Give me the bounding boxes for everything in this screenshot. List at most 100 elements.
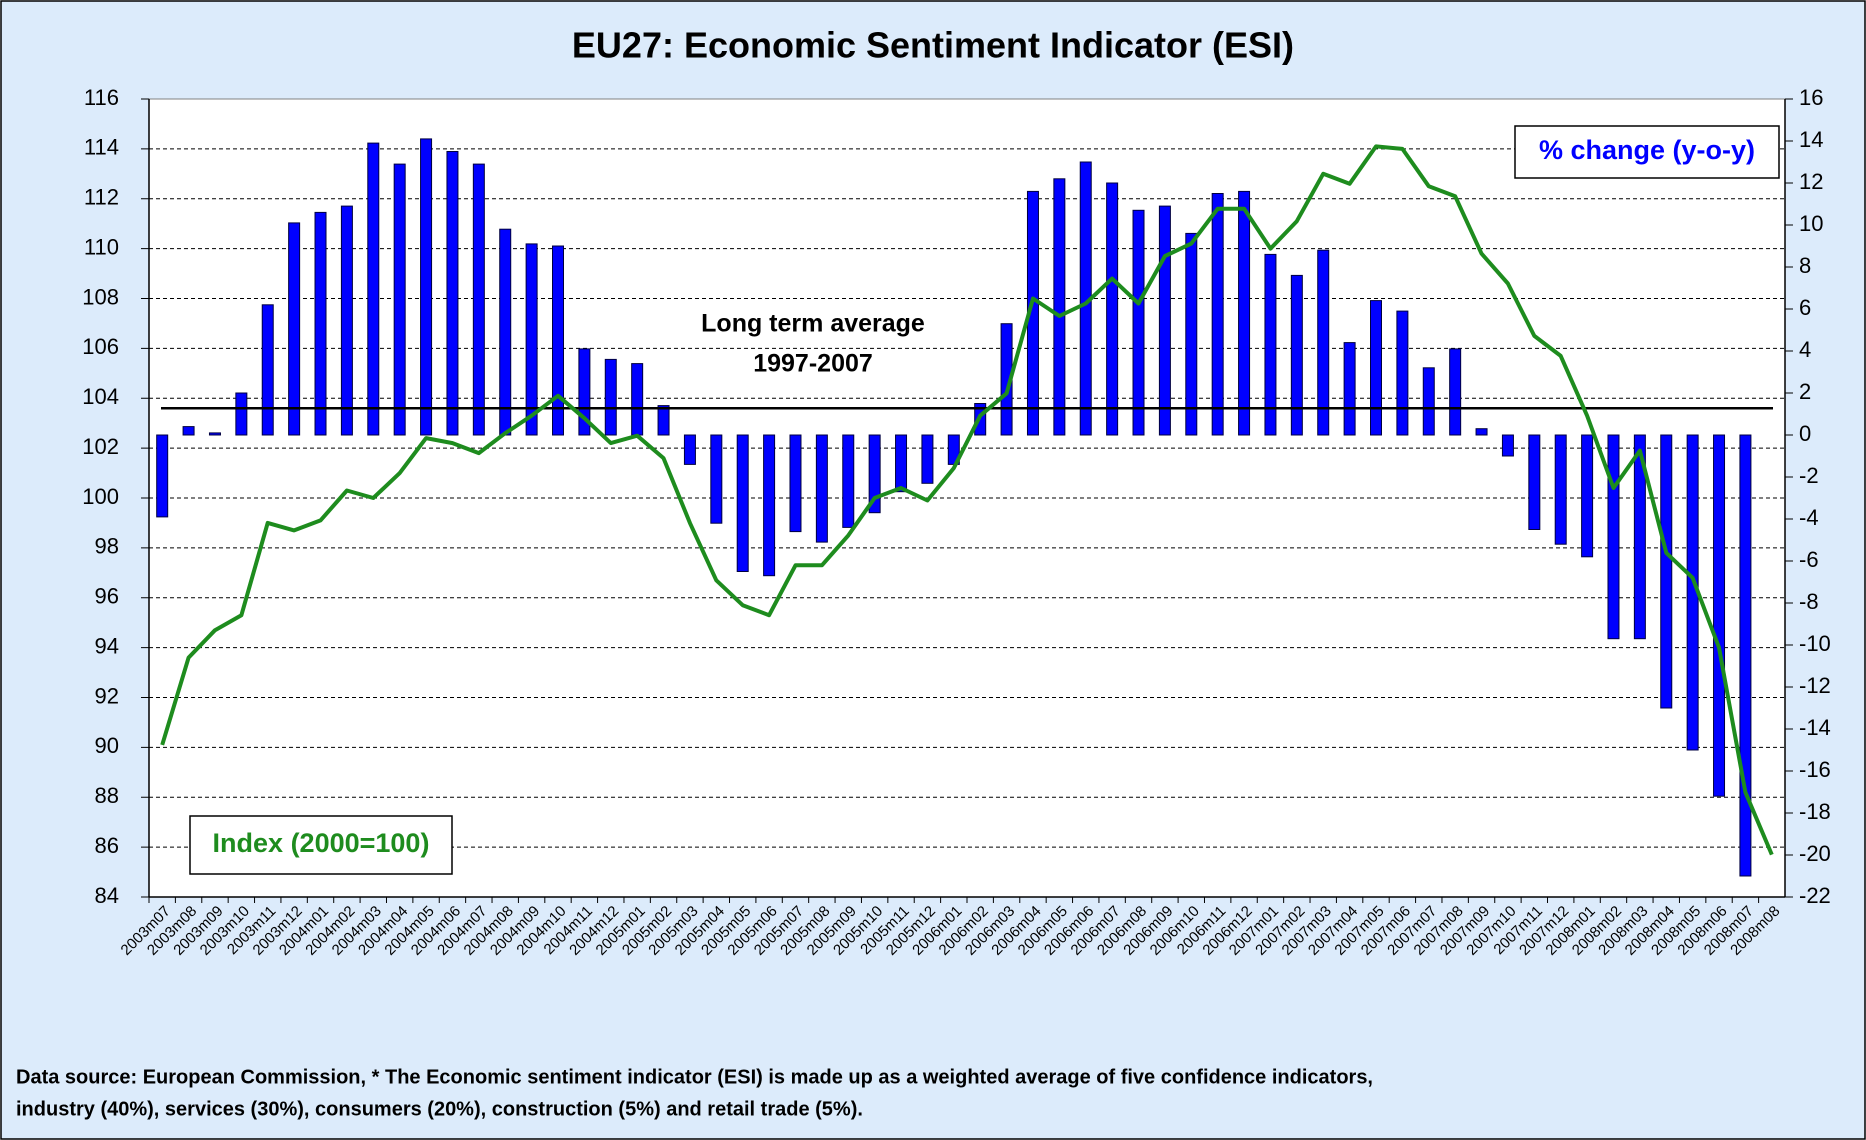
chart-title: EU27: Economic Sentiment Indicator (ESI) <box>572 25 1294 66</box>
y-tick-label: 88 <box>95 783 119 808</box>
bar <box>1185 232 1198 436</box>
bar <box>578 348 591 436</box>
bar <box>736 434 749 572</box>
bar <box>1528 434 1541 530</box>
y2-tick-label: -4 <box>1799 505 1819 530</box>
bar <box>446 151 459 436</box>
y2-tick-label: 0 <box>1799 421 1811 446</box>
y-tick-label: 86 <box>95 833 119 858</box>
y2-tick-label: 14 <box>1799 127 1823 152</box>
bar <box>1343 342 1356 436</box>
legend-box <box>189 815 453 875</box>
legend-label: Index (2000=100) <box>213 828 430 858</box>
y2-tick-label: -18 <box>1799 799 1831 824</box>
y2-tick-label: -20 <box>1799 841 1831 866</box>
y-tick-label: 104 <box>82 384 119 409</box>
y2-tick-label: 6 <box>1799 295 1811 320</box>
bar <box>1290 274 1303 436</box>
bar <box>1158 205 1171 436</box>
bar <box>1607 434 1620 640</box>
bar <box>420 138 433 436</box>
bar <box>525 243 538 436</box>
bar <box>631 363 644 436</box>
bar <box>472 163 485 436</box>
bar <box>393 163 406 436</box>
bar <box>1581 434 1594 558</box>
y2-tick-label: -12 <box>1799 673 1831 698</box>
bar <box>1396 310 1409 436</box>
bar <box>1633 434 1646 640</box>
bar <box>1132 209 1145 436</box>
bar <box>1106 182 1119 436</box>
y-tick-label: 116 <box>84 85 119 110</box>
bar <box>815 434 828 543</box>
bar <box>367 142 380 436</box>
bar <box>1370 300 1382 436</box>
bar <box>1501 434 1514 457</box>
y2-tick-label: -16 <box>1799 757 1831 782</box>
y-tick-label: 110 <box>84 234 119 259</box>
bar <box>1264 253 1277 436</box>
bar <box>235 392 248 436</box>
line <box>160 144 1774 856</box>
bar <box>288 222 301 436</box>
reference-label: 1997-2007 <box>753 350 873 378</box>
bar <box>552 245 564 436</box>
bar <box>1053 178 1066 436</box>
y-tick-label: 100 <box>82 484 119 509</box>
reference-label: Long term average <box>701 310 925 338</box>
bar <box>1317 249 1330 436</box>
y-tick-label: 114 <box>84 135 119 160</box>
legend-box <box>1514 125 1780 179</box>
bar <box>683 434 696 465</box>
footnote: industry (40%), services (30%), consumer… <box>16 1098 863 1120</box>
y2-tick-label: 8 <box>1799 253 1811 278</box>
bar <box>261 304 274 436</box>
y-tick-label: 94 <box>95 633 119 658</box>
y-tick-label: 106 <box>82 334 119 359</box>
bar <box>763 434 776 577</box>
bar <box>895 434 908 493</box>
bar <box>182 426 195 436</box>
y2-tick-label: 10 <box>1799 211 1823 236</box>
y2-tick-label: -6 <box>1799 547 1819 572</box>
bar <box>1238 190 1251 436</box>
bar <box>1475 428 1488 436</box>
bar <box>340 205 353 436</box>
y2-tick-label: -14 <box>1799 715 1831 740</box>
y2-tick-label: -2 <box>1799 463 1819 488</box>
y2-tick-label: -22 <box>1799 883 1831 908</box>
bar <box>1739 434 1752 877</box>
y-tick-label: 92 <box>95 683 119 708</box>
bar <box>710 434 723 524</box>
y-tick-label: 112 <box>84 185 119 210</box>
y-tick-label: 84 <box>95 883 119 908</box>
bar <box>1422 367 1435 436</box>
y2-tick-label: 16 <box>1799 85 1823 110</box>
bar <box>604 358 617 436</box>
y2-tick-label: -10 <box>1799 631 1831 656</box>
bar <box>842 434 855 528</box>
y-tick-label: 96 <box>95 584 119 609</box>
y-tick-label: 108 <box>82 284 119 309</box>
footnote: Data source: European Commission, * The … <box>16 1066 1373 1088</box>
y2-tick-label: 4 <box>1799 337 1811 362</box>
bar <box>868 434 881 514</box>
bar <box>1660 434 1673 709</box>
y-tick-label: 98 <box>95 534 119 559</box>
bar <box>1449 348 1462 436</box>
legend-label: % change (y-o-y) <box>1539 135 1755 165</box>
bar <box>208 432 221 436</box>
bar <box>1554 434 1567 545</box>
bar <box>1211 193 1224 436</box>
bar <box>1713 434 1726 797</box>
bar <box>921 434 934 484</box>
y-tick-label: 102 <box>82 434 119 459</box>
bar <box>499 228 512 436</box>
y2-tick-label: -8 <box>1799 589 1819 614</box>
bar <box>314 211 327 436</box>
bar <box>789 434 802 533</box>
bar <box>657 405 670 436</box>
y2-tick-label: 12 <box>1799 169 1823 194</box>
